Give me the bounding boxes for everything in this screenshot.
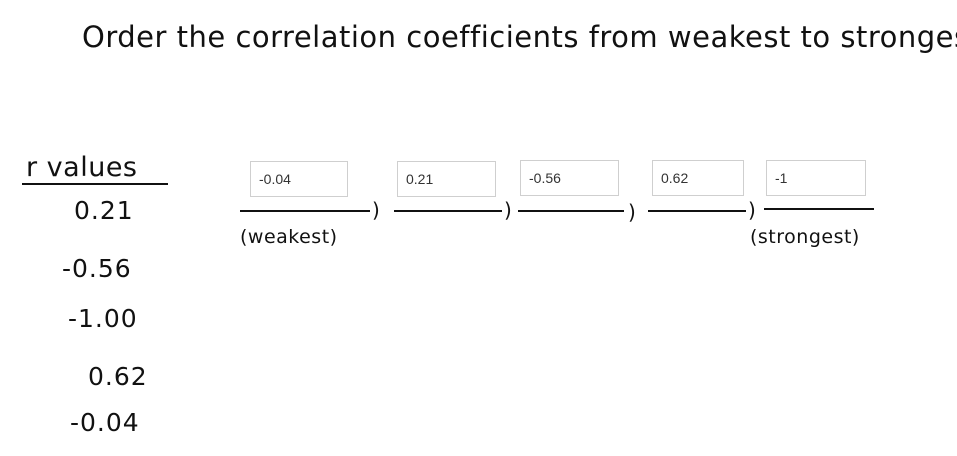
separator-4: ) xyxy=(748,198,756,222)
answer-line-4 xyxy=(648,210,746,212)
r-value-1: 0.21 xyxy=(74,196,134,225)
r-value-4: 0.62 xyxy=(88,362,148,391)
answer-input-1[interactable] xyxy=(250,161,348,197)
prompt-heading: Order the correlation coefficients from … xyxy=(82,20,957,54)
separator-3: ) xyxy=(628,200,636,224)
answer-input-2[interactable] xyxy=(397,161,496,197)
r-value-2: -0.56 xyxy=(62,254,132,283)
answer-line-5 xyxy=(764,208,874,210)
answer-input-3[interactable] xyxy=(520,160,619,196)
separator-2: ) xyxy=(504,198,512,222)
answer-line-2 xyxy=(394,210,502,212)
answer-input-5[interactable] xyxy=(766,160,866,196)
r-values-underline xyxy=(22,183,168,185)
answer-line-3 xyxy=(518,210,624,212)
strongest-label: (strongest) xyxy=(750,226,860,248)
r-value-5: -0.04 xyxy=(70,408,140,437)
answer-line-1 xyxy=(240,210,370,212)
r-values-header: r values xyxy=(26,152,138,183)
r-value-3: -1.00 xyxy=(68,304,138,333)
weakest-label: (weakest) xyxy=(240,226,338,248)
answer-input-4[interactable] xyxy=(652,160,744,196)
separator-1: ) xyxy=(372,198,380,222)
